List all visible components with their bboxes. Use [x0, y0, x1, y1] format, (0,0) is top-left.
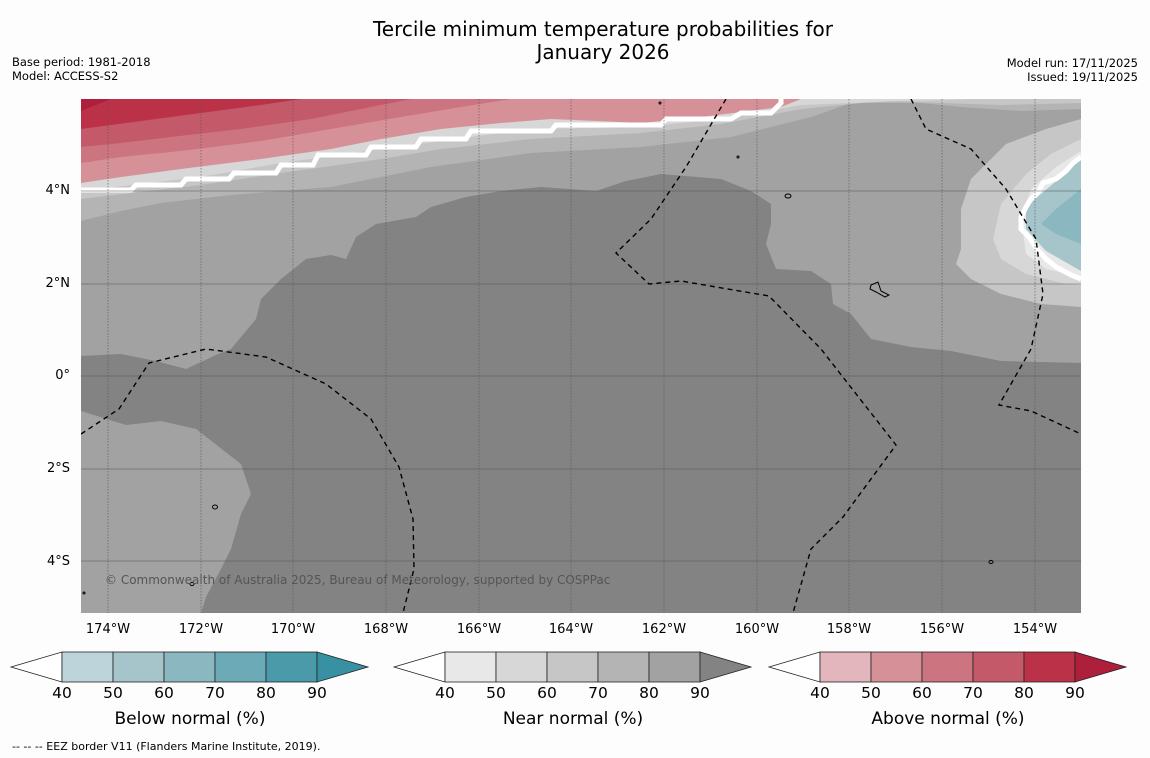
issued-date: Issued: 19/11/2025 [1027, 70, 1138, 84]
tick: 40 [52, 684, 72, 702]
cbar-near-70-80 [597, 651, 650, 683]
map-title: Tercile minimum temperature probabilitie… [300, 18, 906, 64]
above-normal-70-80-region [81, 99, 301, 129]
cbar-above-70-80 [972, 651, 1025, 683]
lon-label-154w: 154°W [1012, 622, 1058, 637]
map-svg [81, 99, 1081, 613]
cbar-near-title: Near normal (%) [502, 709, 644, 729]
island-small-6 [658, 101, 662, 105]
colorbar-above-normal [768, 651, 1128, 683]
cbar-below-under [10, 651, 63, 683]
cbar-below-80-90 [265, 651, 318, 683]
tick: 80 [1014, 684, 1034, 702]
cbar-below-title: Below normal (%) [114, 709, 266, 729]
lon-label-162w: 162°W [641, 622, 687, 637]
island-small-2 [212, 504, 218, 510]
cbar-above-40-50 [819, 651, 872, 683]
eez-borders [81, 99, 1081, 613]
cbar-above-80-90 [1023, 651, 1076, 683]
island-small-7 [82, 591, 86, 595]
tick: 70 [588, 684, 608, 702]
island-small-1 [784, 193, 792, 199]
lat-label-4n: 4°N [45, 183, 71, 198]
island-small-5 [736, 155, 740, 159]
copyright-notice: © Commonwealth of Australia 2025, Bureau… [105, 573, 611, 587]
tick: 70 [963, 684, 983, 702]
map-area [81, 99, 1081, 613]
tick: 80 [256, 684, 276, 702]
cbar-above-over [1074, 651, 1128, 683]
lon-label-174w: 174°W [85, 622, 131, 637]
model-run: Model run: 17/11/2025 [1006, 56, 1138, 70]
lat-label-2s: 2°S [46, 461, 70, 476]
tick: 40 [810, 684, 830, 702]
colorbar-below-normal [10, 651, 370, 683]
eez-border-kiribati-west [614, 99, 897, 613]
cbar-near-60-70 [546, 651, 599, 683]
tick: 90 [1065, 684, 1085, 702]
cbar-below-60-70 [163, 651, 216, 683]
cbar-below-over [316, 651, 370, 683]
colorbar-near-normal [393, 651, 753, 683]
cbar-near-40-50 [444, 651, 497, 683]
cbar-below-70-80 [214, 651, 267, 683]
island-small-3 [189, 581, 195, 587]
tick: 80 [639, 684, 659, 702]
lon-label-166w: 166°W [456, 622, 502, 637]
tick: 90 [307, 684, 327, 702]
cbar-above-title: Above normal (%) [871, 709, 1025, 729]
title-line-1: Tercile minimum temperature probabilitie… [372, 17, 834, 41]
lat-label-0: 0° [55, 368, 70, 383]
tick: 70 [205, 684, 225, 702]
cbar-above-under [768, 651, 821, 683]
tick: 60 [912, 684, 932, 702]
model-name: Model: ACCESS-S2 [12, 69, 119, 83]
tercile-boundary-east [1018, 155, 1081, 282]
lat-label-2n: 2°N [45, 276, 71, 291]
eez-border-kiribati-east [910, 99, 1081, 435]
lat-label-4s: 4°S [46, 554, 70, 569]
island-small-4 [988, 559, 994, 565]
lon-label-156w: 156°W [919, 622, 965, 637]
tick: 50 [103, 684, 123, 702]
cbar-near-80-90 [648, 651, 701, 683]
eez-footnote: -- -- -- EEZ border V11 (Flanders Marine… [12, 740, 321, 753]
lon-label-170w: 170°W [270, 622, 316, 637]
eez-border-tokelau [81, 348, 415, 613]
base-period: Base period: 1981-2018 [12, 55, 151, 69]
below-normal-east-core [1041, 189, 1081, 244]
tick: 40 [435, 684, 455, 702]
cbar-below-50-60 [112, 651, 165, 683]
lon-label-168w: 168°W [363, 622, 409, 637]
lon-label-164w: 164°W [548, 622, 594, 637]
above-normal-80plus-region [81, 99, 111, 111]
lon-label-158w: 158°W [826, 622, 872, 637]
cbar-above-50-60 [870, 651, 923, 683]
tick: 50 [486, 684, 506, 702]
tick: 60 [154, 684, 174, 702]
tercile-boundary-north [81, 99, 784, 193]
meta-right: Model run: 17/11/2025 Issued: 19/11/2025 [1007, 56, 1138, 84]
tick: 50 [861, 684, 881, 702]
cbar-near-over [699, 651, 753, 683]
lon-label-172w: 172°W [178, 622, 224, 637]
tick: 60 [537, 684, 557, 702]
cbar-near-under [393, 651, 446, 683]
tick: 90 [690, 684, 710, 702]
islands [82, 101, 994, 595]
meta-left: Base period: 1981-2018 Model: ACCESS-S2 [12, 55, 151, 83]
lon-label-160w: 160°W [734, 622, 780, 637]
graticule [81, 99, 1081, 613]
island-kiritimati [869, 281, 891, 298]
title-line-2: January 2026 [536, 40, 670, 64]
cbar-above-60-70 [921, 651, 974, 683]
cbar-near-50-60 [495, 651, 548, 683]
near-normal-80-90-islet [81, 461, 93, 501]
cbar-below-40-50 [61, 651, 114, 683]
